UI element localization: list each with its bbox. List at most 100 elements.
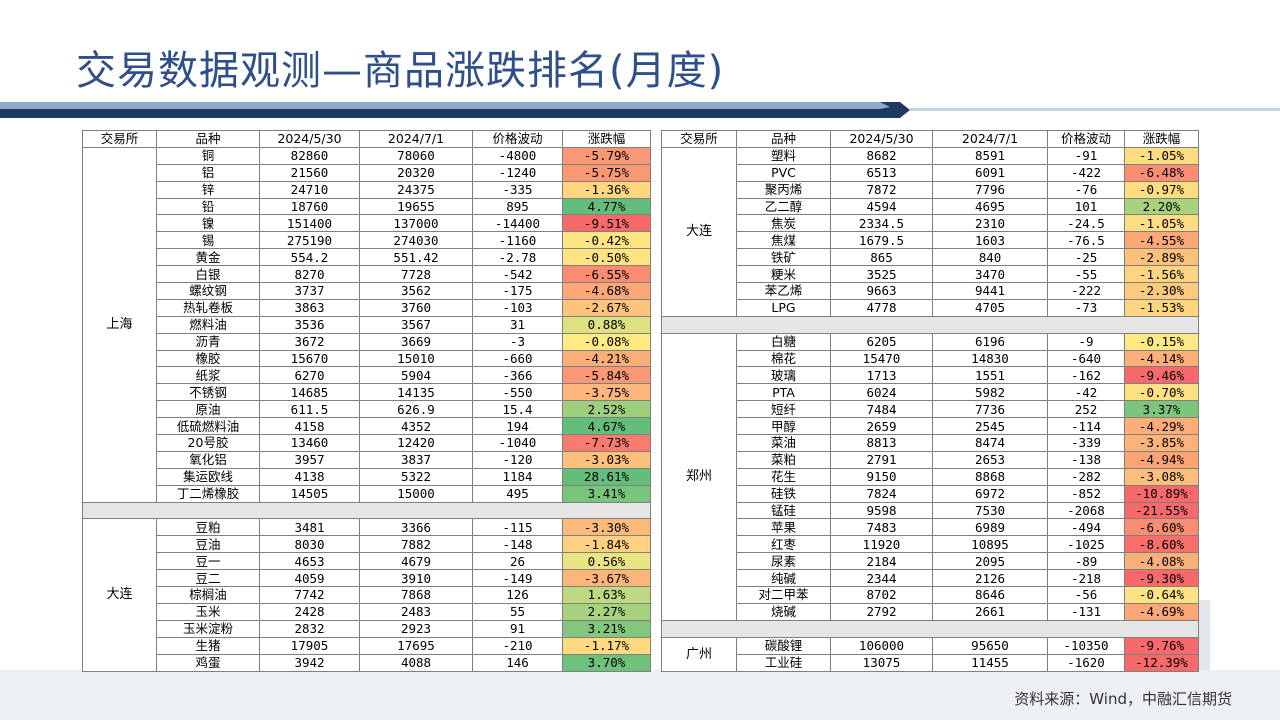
- pct-change-cell: -9.76%: [1124, 636, 1199, 655]
- end-price-cell: 7882: [359, 535, 473, 554]
- end-price-cell: 3562: [359, 282, 473, 300]
- table-row: 郑州 白糖 6205 6196 -9 -0.15%: [661, 332, 1199, 621]
- title-underline-bar: [0, 102, 1280, 118]
- end-price-cell: 137000: [359, 214, 473, 233]
- header-date-end: 2024/7/1: [932, 130, 1048, 148]
- variety-cell: 不锈钢: [156, 383, 260, 402]
- table-row: 镍 151400 137000 -14400 -9.51%: [83, 214, 651, 233]
- table-row: 大连 豆粕 3481 3366 -115 -3.30%: [82, 518, 651, 672]
- variety-cell: 黄金: [156, 248, 260, 267]
- table-row: 苹果 7483 6989 -494 -6.60%: [662, 518, 1199, 537]
- header-pct-change: 涨跌幅: [1124, 130, 1199, 148]
- pct-change-cell: -1.56%: [1124, 265, 1199, 284]
- end-price-cell: 78060: [359, 146, 473, 165]
- end-price-cell: 3910: [359, 569, 473, 588]
- start-price-cell: 8030: [259, 535, 360, 554]
- table-row: 对二甲苯 8702 8646 -56 -0.64%: [662, 586, 1199, 604]
- pct-change-cell: -6.60%: [1124, 518, 1199, 537]
- end-price-cell: 8591: [932, 146, 1048, 165]
- variety-cell: 沥青: [156, 332, 260, 351]
- pct-change-cell: -4.55%: [1124, 231, 1199, 250]
- price-change-cell: 252: [1047, 400, 1125, 419]
- table-row: 豆一 4653 4679 26 0.56%: [83, 552, 651, 571]
- table-row: 玉米 2428 2483 55 2.27%: [83, 602, 651, 621]
- pct-change-cell: -4.69%: [1124, 602, 1199, 621]
- start-price-cell: 14505: [259, 484, 360, 503]
- table-row: PTA 6024 5982 -42 -0.70%: [662, 383, 1199, 402]
- variety-cell: 碳酸锂: [736, 636, 831, 655]
- price-change-cell: 101: [1047, 197, 1125, 216]
- pct-change-cell: -2.30%: [1124, 282, 1199, 300]
- end-price-cell: 2126: [932, 569, 1048, 588]
- table-row: 铁矿 865 840 -25 -2.89%: [662, 248, 1199, 267]
- end-price-cell: 6196: [932, 332, 1048, 351]
- start-price-cell: 3481: [259, 518, 360, 537]
- start-price-cell: 4158: [259, 417, 360, 436]
- start-price-cell: 8270: [259, 265, 360, 284]
- variety-cell: 生猪: [156, 636, 260, 655]
- table-row: 锌 24710 24375 -335 -1.36%: [83, 180, 651, 199]
- end-price-cell: 2923: [359, 619, 473, 638]
- variety-cell: 菜粕: [736, 450, 831, 469]
- price-change-cell: -89: [1047, 552, 1125, 571]
- price-change-cell: -2068: [1047, 501, 1125, 520]
- table-row: 生猪 17905 17695 -210 -1.17%: [83, 636, 651, 655]
- end-price-cell: 3760: [359, 298, 473, 317]
- price-change-cell: -2.78: [472, 248, 563, 267]
- pct-change-cell: 3.21%: [562, 619, 651, 638]
- pct-change-cell: -1.17%: [562, 636, 651, 655]
- start-price-cell: 4778: [830, 298, 933, 317]
- pct-change-cell: 0.56%: [562, 552, 651, 571]
- variety-cell: 短纤: [736, 400, 831, 419]
- end-price-cell: 19655: [359, 197, 473, 216]
- variety-cell: 豆一: [156, 552, 260, 571]
- price-change-cell: -91: [1047, 146, 1125, 165]
- end-price-cell: 9441: [932, 282, 1048, 300]
- price-change-cell: -3: [472, 332, 563, 351]
- start-price-cell: 13075: [830, 653, 933, 672]
- price-change-cell: -76: [1047, 180, 1125, 199]
- group-separator-row: [82, 501, 651, 520]
- table-row: 硅铁 7824 6972 -852 -10.89%: [662, 484, 1199, 503]
- variety-cell: 棉花: [736, 349, 831, 368]
- pct-change-cell: 2.52%: [562, 400, 651, 419]
- variety-cell: 锡: [156, 231, 260, 250]
- pct-change-cell: -5.84%: [562, 366, 651, 385]
- start-price-cell: 2792: [830, 602, 933, 621]
- exchange-cell: 广州: [661, 636, 737, 672]
- table-row: 螺纹钢 3737 3562 -175 -4.68%: [83, 282, 651, 300]
- variety-cell: 铜: [156, 146, 260, 165]
- price-change-cell: -138: [1047, 450, 1125, 469]
- start-price-cell: 2344: [830, 569, 933, 588]
- start-price-cell: 18760: [259, 197, 360, 216]
- start-price-cell: 275190: [259, 231, 360, 250]
- table-row: 菜油 8813 8474 -339 -3.85%: [662, 434, 1199, 452]
- pct-change-cell: -4.14%: [1124, 349, 1199, 368]
- end-price-cell: 4705: [932, 298, 1048, 317]
- variety-cell: 聚丙烯: [736, 180, 831, 199]
- pct-change-cell: -1.84%: [562, 535, 651, 554]
- start-price-cell: 3536: [259, 315, 360, 334]
- pct-change-cell: -4.21%: [562, 349, 651, 368]
- pct-change-cell: -3.67%: [562, 569, 651, 588]
- start-price-cell: 6024: [830, 383, 933, 402]
- pct-change-cell: 2.20%: [1124, 197, 1199, 216]
- start-price-cell: 82860: [259, 146, 360, 165]
- table-row: 纸浆 6270 5904 -366 -5.84%: [83, 366, 651, 385]
- pct-change-cell: -4.08%: [1124, 552, 1199, 571]
- table-row: 热轧卷板 3863 3760 -103 -2.67%: [83, 298, 651, 317]
- variety-cell: 红枣: [736, 535, 831, 554]
- header-price-change: 价格波动: [1047, 130, 1125, 148]
- pct-change-cell: -9.51%: [562, 214, 651, 233]
- price-change-cell: -210: [472, 636, 563, 655]
- end-price-cell: 2310: [932, 214, 1048, 233]
- header-variety: 品种: [156, 130, 260, 148]
- end-price-cell: 7530: [932, 501, 1048, 520]
- price-change-cell: -56: [1047, 586, 1125, 604]
- pct-change-cell: -6.48%: [1124, 163, 1199, 182]
- end-price-cell: 2095: [932, 552, 1048, 571]
- variety-cell: PVC: [736, 163, 831, 182]
- price-change-cell: -9: [1047, 332, 1125, 351]
- end-price-cell: 7736: [932, 400, 1048, 419]
- variety-cell: 尿素: [736, 552, 831, 571]
